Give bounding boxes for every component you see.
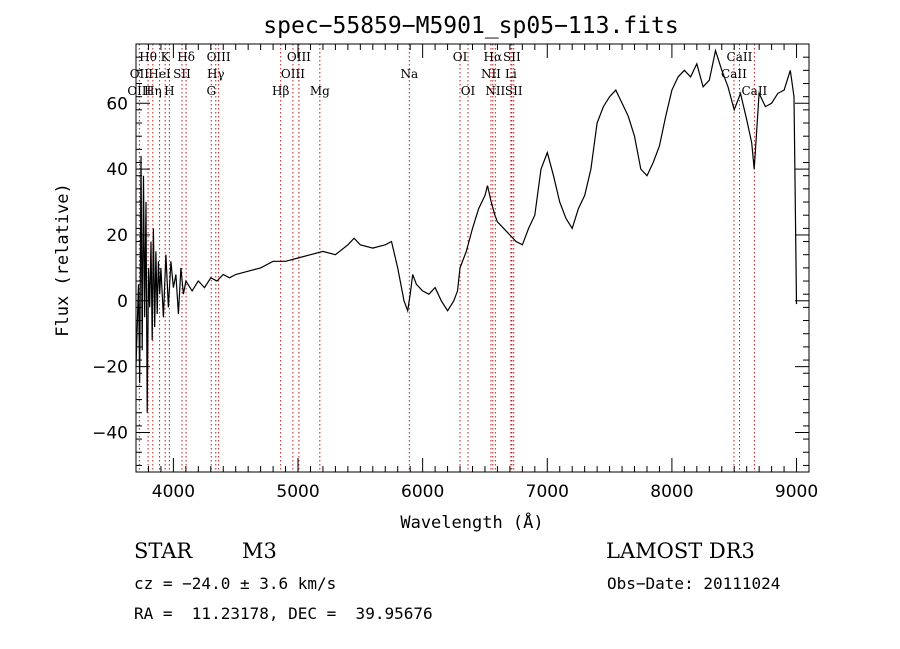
y-tick-label: 60 [106, 94, 128, 114]
x-tick-label: 5000 [276, 482, 319, 502]
line-label: Na [400, 67, 418, 81]
y-tick-label: −20 [92, 358, 128, 378]
y-axis: −40 −20 0 20 40 60 [92, 56, 809, 466]
line-label: NII [485, 84, 505, 98]
x-tick-label: 7000 [526, 482, 569, 502]
line-label: Hδ [177, 50, 195, 64]
line-label: Li [505, 67, 517, 81]
velocity-text: cz = −24.0 ± 3.6 km/s [134, 574, 337, 593]
spectrum-line [135, 48, 798, 413]
line-label: SII [173, 67, 191, 81]
y-tick-label: 20 [106, 226, 128, 246]
x-axis-label: Wavelength (Å) [400, 511, 543, 533]
y-tick-label: −40 [92, 423, 128, 443]
plot-frame [135, 43, 810, 473]
line-label: Hα [484, 50, 503, 64]
line-label: OIII [207, 50, 231, 64]
x-tick-label: 6000 [401, 482, 444, 502]
line-label: OI [461, 84, 476, 98]
line-label: SII [503, 50, 521, 64]
x-tick-label: 9000 [775, 482, 818, 502]
line-label: OIII [281, 67, 305, 81]
line-label: K [161, 50, 171, 64]
object-class: STAR [134, 539, 193, 563]
obs-date-text: Obs−Date: 20111024 [607, 574, 781, 593]
line-label: Hθ [139, 50, 157, 64]
line-label: CaII [721, 67, 747, 81]
line-label: Hβ [272, 84, 289, 98]
line-label: HeI [148, 67, 171, 81]
y-axis-label: Flux (relative) [53, 183, 73, 337]
line-label: CaII [727, 50, 753, 64]
object-subclass: M3 [242, 539, 277, 563]
x-axis: 4000 5000 6000 7000 8000 9000 [135, 44, 818, 502]
y-tick-label: 40 [106, 160, 128, 180]
line-label: OIII [127, 84, 151, 98]
coordinates-text: RA = 11.23178, DEC = 39.95676 [134, 604, 433, 623]
x-tick-label: 8000 [650, 482, 693, 502]
x-tick-label: 4000 [152, 482, 195, 502]
line-label: H [164, 84, 174, 98]
survey-name: LAMOST DR3 [606, 539, 755, 563]
line-label: OII [130, 67, 150, 81]
y-tick-label: 0 [117, 292, 128, 312]
emission-line-labels: Hθ OII OIII K HeI Hη Hδ SII H OIII Hγ G OIII OIII Hβ Mg… [127, 50, 767, 98]
line-label: Hγ [207, 67, 225, 81]
line-label: OI [453, 50, 468, 64]
line-label: Mg [310, 84, 330, 98]
line-label: CaII [741, 84, 767, 98]
chart-title: spec−55859−M5901_sp05−113.fits [263, 13, 678, 39]
emission-line-markers [138, 44, 755, 472]
line-label: NII [481, 67, 501, 81]
line-label: Hη [144, 84, 162, 98]
line-label: SII [505, 84, 523, 98]
line-label: G [206, 84, 216, 98]
line-label: OIII [287, 50, 311, 64]
